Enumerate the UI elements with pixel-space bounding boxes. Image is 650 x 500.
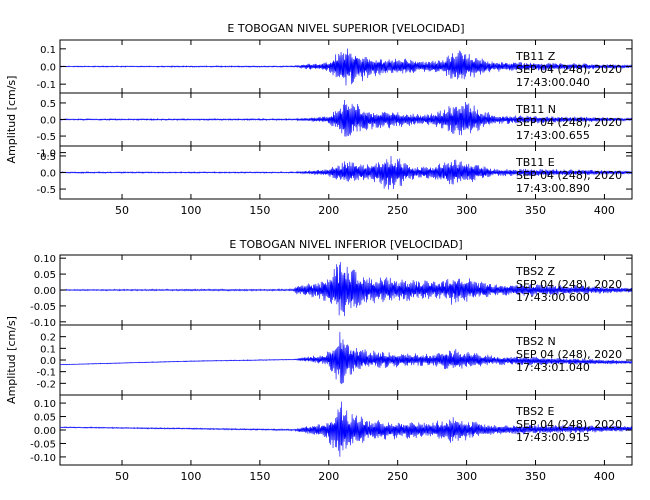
x-tick-label: 100: [180, 470, 201, 483]
x-tick-label: 150: [249, 204, 270, 217]
station-label-line1: TB11 N: [515, 103, 556, 116]
seismogram-group-1: E TOBOGAN NIVEL SUPERIOR [VELOCIDAD] Ampl…: [5, 22, 633, 217]
velocity-trace: [59, 48, 633, 86]
y-tick-label: 0.10: [34, 399, 56, 410]
station-label-line2: SEP 04 (248), 2020: [516, 169, 622, 182]
station-label-line1: TB11 E: [515, 156, 555, 169]
x-tick-label: 50: [115, 470, 129, 483]
y-tick-label: 0.0: [40, 116, 56, 127]
velocity-trace: [59, 331, 633, 385]
y-tick-label: 0.2: [40, 333, 56, 344]
x-tick-label: 250: [387, 470, 408, 483]
y-tick-label: 0.10: [34, 254, 56, 265]
y-tick-label: -0.2: [36, 379, 56, 390]
y-tick-label: -0.5: [36, 132, 56, 143]
station-label-line1: TBS2 E: [515, 405, 555, 418]
y-tick-label: -0.10: [30, 318, 56, 329]
y-tick-label: 0.5: [40, 99, 56, 110]
x-tick-label: 300: [456, 470, 477, 483]
y-tick-label: -1.0: [36, 149, 56, 160]
x-tick-label: 400: [594, 204, 615, 217]
velocity-trace: [59, 156, 633, 190]
y-tick-label: 0.1: [40, 344, 56, 355]
y-tick-label: 0.00: [34, 426, 56, 437]
station-label-line2: SEP 04 (248), 2020: [516, 116, 622, 129]
x-tick-label: 350: [525, 204, 546, 217]
station-label-line3: 17:43:00.040: [516, 76, 590, 89]
y-tick-label: -0.10: [30, 453, 56, 464]
station-label-line1: TBS2 N: [515, 335, 556, 348]
station-label-line3: 17:43:00.890: [516, 182, 590, 195]
station-label-line3: 17:43:00.600: [516, 291, 590, 304]
y-tick-label: 0.00: [34, 286, 56, 297]
y-tick-label: -0.05: [30, 439, 56, 450]
x-tick-label: 100: [180, 204, 201, 217]
y-tick-label: -0.05: [30, 302, 56, 313]
station-label-line1: TBS2 Z: [515, 265, 556, 278]
x-tick-label: 350: [525, 470, 546, 483]
x-tick-label: 50: [115, 204, 129, 217]
y-tick-label: -0.1: [36, 80, 56, 91]
x-tick-label: 150: [249, 470, 270, 483]
y-tick-label: 0.5: [40, 152, 56, 163]
station-label-line1: TB11 Z: [515, 50, 556, 63]
station-label-line2: SEP 04 (248), 2020: [516, 348, 622, 361]
chart-title: E TOBOGAN NIVEL INFERIOR [VELOCIDAD]: [229, 238, 462, 251]
y-axis-label: Amplitud [cm/s]: [5, 316, 18, 404]
x-tick-label: 300: [456, 204, 477, 217]
station-label-line3: 17:43:01.040: [516, 361, 590, 374]
x-tick-label: 400: [594, 470, 615, 483]
seismogram-group-2: E TOBOGAN NIVEL INFERIOR [VELOCIDAD] Ampl…: [5, 238, 633, 483]
station-label-line3: 17:43:00.915: [516, 431, 590, 444]
y-tick-label: 0.05: [34, 413, 56, 424]
y-tick-label: 0.1: [40, 45, 56, 56]
velocity-trace: [59, 401, 633, 457]
y-tick-label: -0.5: [36, 185, 56, 196]
chart-title: E TOBOGAN NIVEL SUPERIOR [VELOCIDAD]: [227, 22, 464, 35]
y-tick-label: 0.05: [34, 270, 56, 281]
x-tick-label: 200: [318, 204, 339, 217]
velocity-trace: [59, 99, 633, 137]
x-tick-label: 250: [387, 204, 408, 217]
y-tick-label: -0.1: [36, 368, 56, 379]
station-label-line2: SEP 04 (248), 2020: [516, 63, 622, 76]
velocity-trace: [59, 262, 633, 317]
station-label-line2: SEP 04 (248), 2020: [516, 418, 622, 431]
y-tick-label: 0.0: [40, 63, 56, 74]
station-label-line2: SEP 04 (248), 2020: [516, 278, 622, 291]
x-tick-label: 200: [318, 470, 339, 483]
y-tick-label: 0.0: [40, 356, 56, 367]
station-label-line3: 17:43:00.655: [516, 129, 590, 142]
y-axis-label: Amplitud [cm/s]: [5, 76, 18, 164]
y-tick-label: 0.0: [40, 169, 56, 180]
